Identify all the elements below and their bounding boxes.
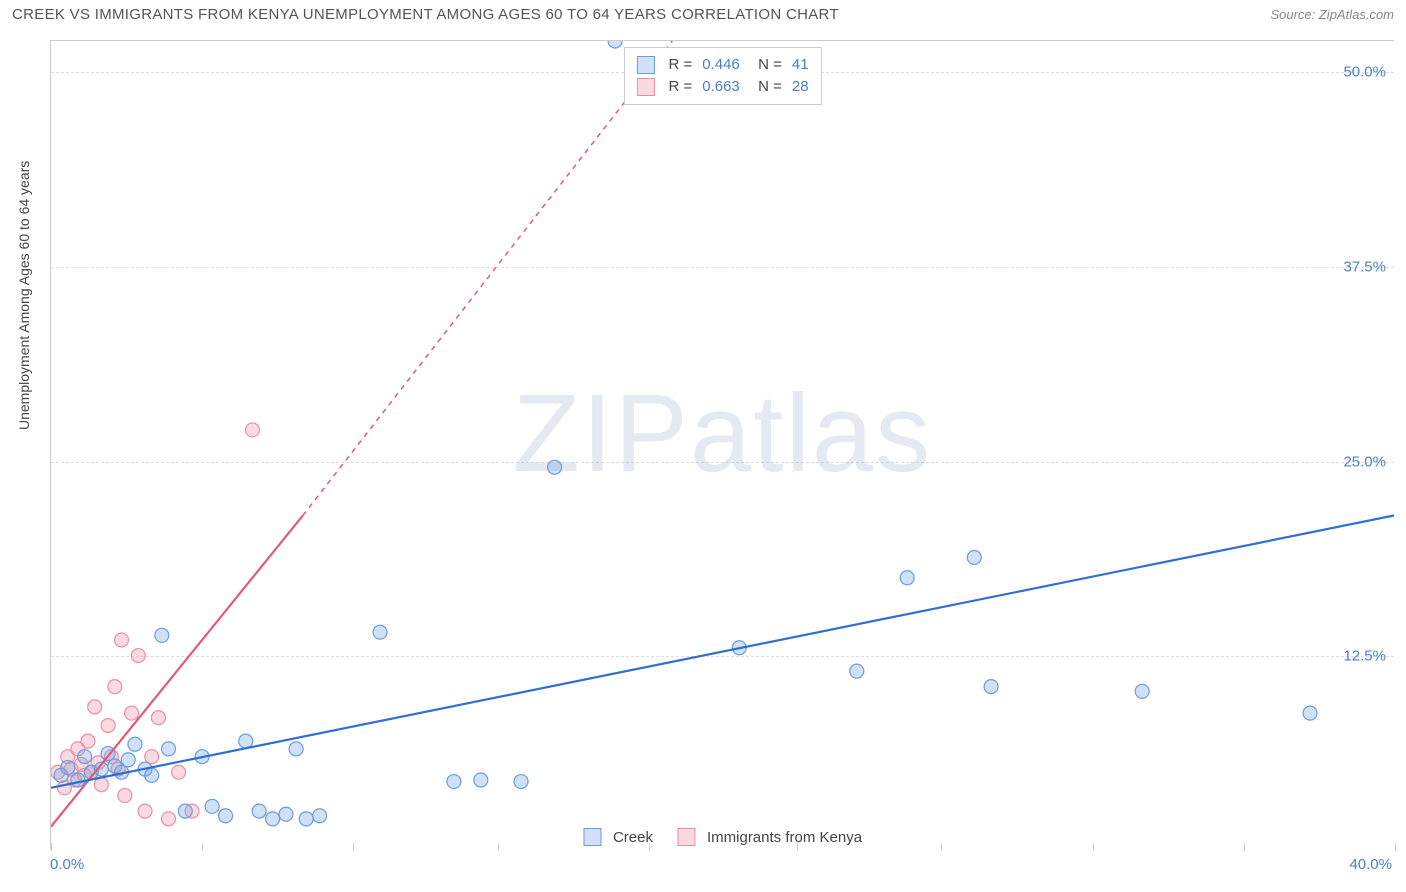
trend-line (303, 41, 672, 516)
correlation-legend: R = 0.446 N = 41 R = 0.663 N = 28 (623, 47, 821, 105)
data-point (447, 775, 461, 789)
legend-label: Creek (613, 829, 653, 846)
data-point (172, 765, 186, 779)
x-min-label: 0.0% (50, 856, 84, 873)
trend-line (51, 516, 1394, 788)
data-point (1135, 684, 1149, 698)
data-point (608, 41, 622, 48)
legend-item-kenya: Immigrants from Kenya (677, 828, 862, 846)
data-point (151, 711, 165, 725)
legend-stat-text: R = (668, 76, 692, 98)
data-point (88, 700, 102, 714)
legend-stat-text: N = (750, 76, 782, 98)
data-point (131, 649, 145, 663)
legend-row: R = 0.663 N = 28 (636, 76, 808, 98)
data-point (125, 706, 139, 720)
x-tick (1395, 843, 1396, 851)
data-point (101, 719, 115, 733)
data-point (850, 664, 864, 678)
data-point (245, 423, 259, 437)
data-point (178, 804, 192, 818)
data-point (205, 799, 219, 813)
data-point (900, 571, 914, 585)
x-max-label: 40.0% (1349, 856, 1392, 873)
data-point (514, 775, 528, 789)
data-point (108, 680, 122, 694)
data-point (128, 737, 142, 751)
data-point (279, 807, 293, 821)
data-point (145, 750, 159, 764)
data-point (162, 742, 176, 756)
data-point (81, 734, 95, 748)
legend-swatch-creek (583, 828, 601, 846)
data-point (155, 628, 169, 642)
data-point (219, 809, 233, 823)
legend-label: Immigrants from Kenya (707, 829, 862, 846)
chart-title: CREEK VS IMMIGRANTS FROM KENYA UNEMPLOYM… (12, 6, 839, 23)
data-point (115, 633, 129, 647)
chart-source: Source: ZipAtlas.com (1270, 7, 1394, 22)
legend-stat-text: N = (750, 54, 782, 76)
chart-area: ZIPatlas R = 0.446 N = 41 R = 0.663 N = … (50, 40, 1394, 850)
legend-row: R = 0.446 N = 41 (636, 54, 808, 76)
y-axis-label: Unemployment Among Ages 60 to 64 years (16, 161, 32, 430)
data-point (121, 753, 135, 767)
data-point (138, 804, 152, 818)
data-point (162, 812, 176, 826)
n-value-creek: 41 (792, 54, 809, 76)
n-value-kenya: 28 (792, 76, 809, 98)
data-point (145, 768, 159, 782)
data-point (239, 734, 253, 748)
data-point (1303, 706, 1317, 720)
data-point (984, 680, 998, 694)
legend-item-creek: Creek (583, 828, 653, 846)
data-point (548, 460, 562, 474)
data-point (289, 742, 303, 756)
data-point (266, 812, 280, 826)
scatter-plot (51, 41, 1394, 850)
data-point (71, 773, 85, 787)
r-value-creek: 0.446 (702, 54, 740, 76)
data-point (252, 804, 266, 818)
r-value-kenya: 0.663 (702, 76, 740, 98)
data-point (373, 625, 387, 639)
series-legend: Creek Immigrants from Kenya (583, 828, 862, 846)
data-point (94, 778, 108, 792)
legend-swatch-kenya (636, 78, 654, 96)
data-point (313, 809, 327, 823)
legend-swatch-kenya (677, 828, 695, 846)
data-point (61, 761, 75, 775)
data-point (967, 551, 981, 565)
data-point (78, 750, 92, 764)
data-point (474, 773, 488, 787)
data-point (299, 812, 313, 826)
legend-swatch-creek (636, 56, 654, 74)
legend-stat-text: R = (668, 54, 692, 76)
data-point (118, 789, 132, 803)
